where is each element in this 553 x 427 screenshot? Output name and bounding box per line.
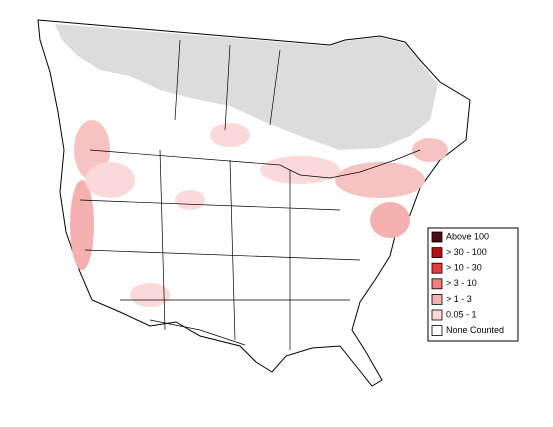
patch [210,123,250,147]
legend-label: > 30 - 100 [446,247,487,257]
country-border [89,149,421,179]
patch [260,156,340,184]
abundance-patches [70,120,448,307]
legend-label: Above 100 [446,231,489,241]
legend-label: > 3 - 10 [446,278,477,288]
legend-swatch [431,293,443,305]
patch [412,138,448,162]
legend-label: > 1 - 3 [446,294,472,304]
legend-swatch [431,231,443,243]
legend-swatch [431,278,443,290]
legend-box [427,227,519,342]
borders [79,39,421,350]
legend: Above 100 > 30 - 100 > 10 - 30 > 3 - 10 > 1 … [431,231,504,337]
legend-label: None Counted [446,325,504,335]
country-border [149,319,246,346]
legend-label: > 10 - 30 [446,263,482,273]
patch [85,162,135,198]
unsurveyed-region [55,24,438,150]
legend-swatch [431,325,443,337]
legend-swatch [431,247,443,259]
legend-label: 0.05 - 1 [446,309,477,319]
legend-swatch [431,309,443,321]
patch [370,202,410,238]
legend-swatch [431,262,443,274]
patch [335,162,425,198]
patch [70,180,94,270]
patch [130,283,170,307]
patch [175,190,205,210]
region-border [79,39,361,350]
